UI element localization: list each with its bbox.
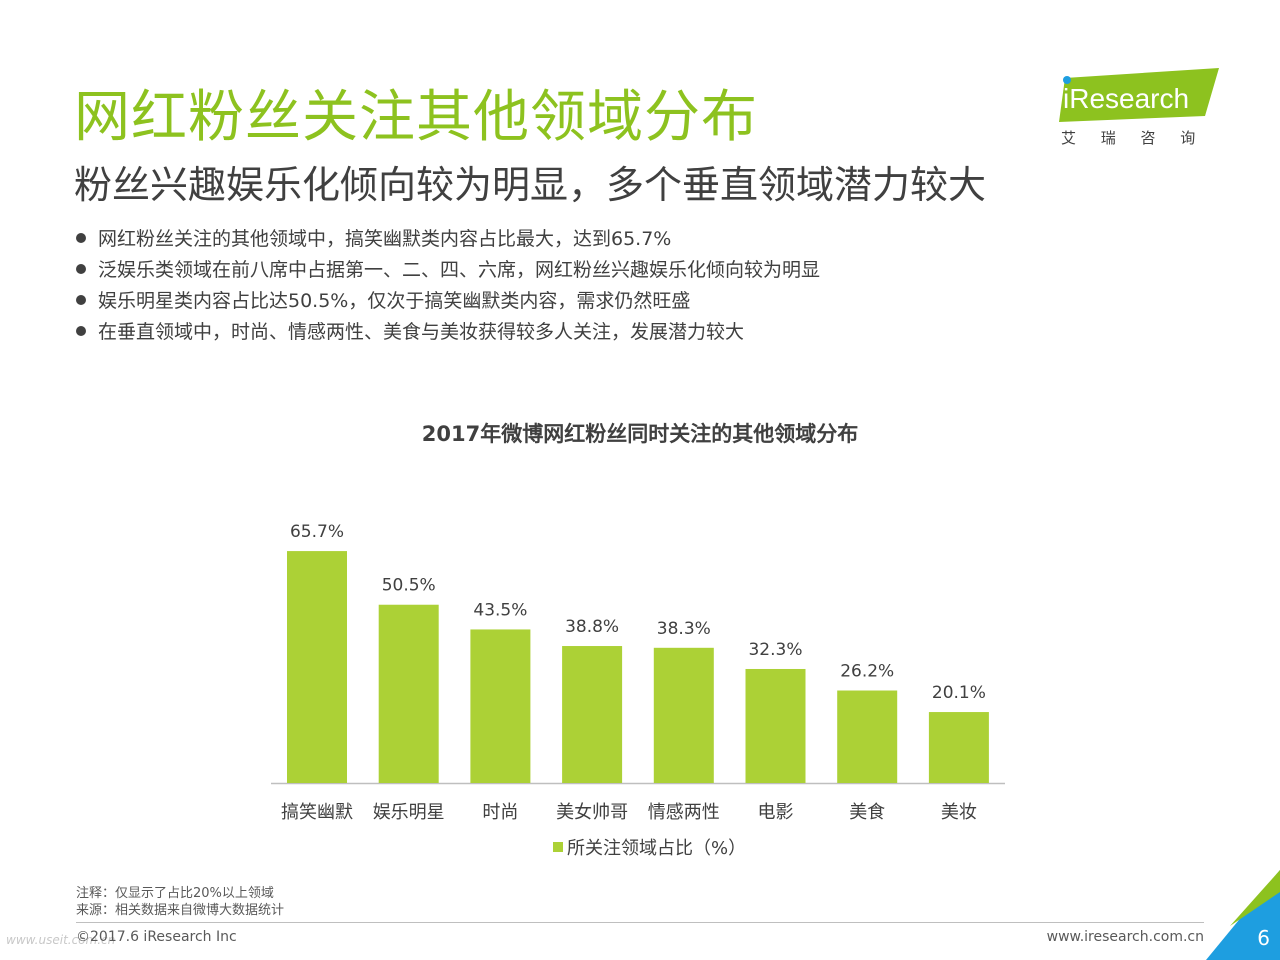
note-text: 注释：仅显示了占比20%以上领域 xyxy=(76,886,274,901)
bar-value-label: 32.3% xyxy=(748,640,802,660)
x-tick-label: 情感两性 xyxy=(648,802,720,823)
bullet-text: 网红粉丝关注的其他领域中，搞笑幽默类内容占比最大，达到65.7% xyxy=(98,228,672,250)
bar-value-label: 38.8% xyxy=(565,617,619,637)
footer-divider xyxy=(76,922,1204,923)
source-text: 来源：相关数据来自微博大数据统计 xyxy=(76,903,285,918)
bullet-item: 在垂直领域中，时尚、情感两性、美食与美妆获得较多人关注，发展潜力较大 xyxy=(76,317,820,348)
website-link[interactable]: www.iresearch.com.cn xyxy=(1046,929,1204,945)
x-tick-label: 搞笑幽默 xyxy=(281,802,353,823)
chart-title: 2017年微博网红粉丝同时关注的其他领域分布 xyxy=(421,422,859,446)
bullet-item: 泛娱乐类领域在前八席中占据第一、二、四、六席，网红粉丝兴趣娱乐化倾向较为明显 xyxy=(76,255,820,286)
legend-swatch xyxy=(553,842,563,852)
bullet-dot-icon xyxy=(76,263,86,274)
bar-value-label: 20.1% xyxy=(932,683,986,703)
bullet-list: 网红粉丝关注的其他领域中，搞笑幽默类内容占比最大，达到65.7% 泛娱乐类领域在… xyxy=(76,224,820,348)
legend-label: 所关注领域占比（%） xyxy=(567,838,747,859)
bullet-dot-icon xyxy=(76,294,86,305)
logo-chinese-text: 艾 瑞 咨 询 xyxy=(1061,129,1205,147)
bar xyxy=(653,647,714,783)
x-tick-label: 美妆 xyxy=(941,802,977,823)
bar-value-label: 26.2% xyxy=(840,662,894,682)
bar-value-label: 65.7% xyxy=(290,522,344,542)
x-tick-label: 美女帅哥 xyxy=(556,802,628,823)
bar xyxy=(470,629,531,783)
iresearch-logo: iResearch 艾 瑞 咨 询 xyxy=(1059,68,1219,147)
bullet-dot-icon xyxy=(76,232,86,243)
logo-dot-icon xyxy=(1063,76,1071,84)
page-number: 6 xyxy=(1257,926,1270,950)
page-title: 网红粉丝关注其他领域分布 xyxy=(74,85,758,150)
bar-value-label: 50.5% xyxy=(382,576,436,596)
bar xyxy=(287,551,347,783)
bullet-text: 娱乐明星类内容占比达50.5%，仅次于搞笑幽默类内容，需求仍然旺盛 xyxy=(98,290,691,312)
bullet-dot-icon xyxy=(76,325,86,336)
corner-decoration xyxy=(1206,870,1280,960)
bar xyxy=(928,712,989,783)
bar xyxy=(837,690,898,783)
bar xyxy=(378,604,439,783)
x-tick-label: 美食 xyxy=(849,802,885,823)
bullet-text: 泛娱乐类领域在前八席中占据第一、二、四、六席，网红粉丝兴趣娱乐化倾向较为明显 xyxy=(98,259,821,281)
footnotes: 注释：仅显示了占比20%以上领域 来源：相关数据来自微博大数据统计 xyxy=(76,885,284,919)
page-subtitle: 粉丝兴趣娱乐化倾向较为明显，多个垂直领域潜力较大 xyxy=(74,163,987,207)
corner-green-triangle xyxy=(1230,870,1280,926)
x-tick-label: 娱乐明星 xyxy=(373,802,445,823)
bullet-item: 网红粉丝关注的其他领域中，搞笑幽默类内容占比最大，达到65.7% xyxy=(76,224,820,255)
copyright-text: ©2017.6 iResearch Inc xyxy=(76,929,237,945)
bar xyxy=(562,646,623,783)
bullet-item: 娱乐明星类内容占比达50.5%，仅次于搞笑幽默类内容，需求仍然旺盛 xyxy=(76,286,820,317)
x-tick-label: 电影 xyxy=(758,802,794,823)
bullet-text: 在垂直领域中，时尚、情感两性、美食与美妆获得较多人关注，发展潜力较大 xyxy=(98,321,745,343)
bar xyxy=(745,668,806,783)
x-tick-label: 时尚 xyxy=(482,802,518,823)
bar-value-label: 43.5% xyxy=(473,600,527,620)
chart-legend: 所关注领域占比（%） xyxy=(553,838,746,860)
watermark-text: www.useit.com.cn xyxy=(6,933,116,947)
logo-text: iResearch xyxy=(1063,83,1189,114)
logo-parallelogram xyxy=(1059,68,1219,122)
bar-value-label: 38.3% xyxy=(657,619,711,639)
